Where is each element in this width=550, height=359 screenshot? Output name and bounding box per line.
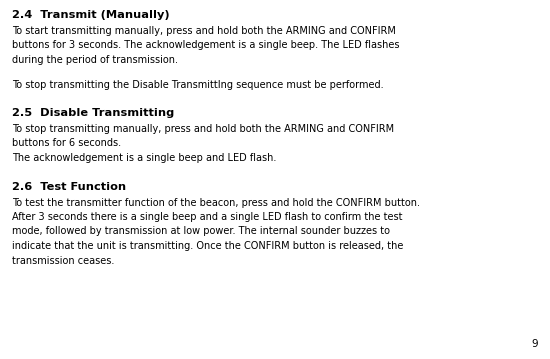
Text: 2.4  Transmit (Manually): 2.4 Transmit (Manually) [12, 10, 169, 20]
Text: transmission ceases.: transmission ceases. [12, 256, 114, 266]
Text: The acknowledgement is a single beep and LED flash.: The acknowledgement is a single beep and… [12, 153, 276, 163]
Text: To start transmitting manually, press and hold both the ARMING and CONFIRM: To start transmitting manually, press an… [12, 26, 396, 36]
Text: To stop transmitting manually, press and hold both the ARMING and CONFIRM: To stop transmitting manually, press and… [12, 124, 394, 134]
Text: buttons for 3 seconds. The acknowledgement is a single beep. The LED flashes: buttons for 3 seconds. The acknowledgeme… [12, 41, 399, 51]
Text: indicate that the unit is transmitting. Once the CONFIRM button is released, the: indicate that the unit is transmitting. … [12, 241, 403, 251]
Text: 2.5  Disable Transmitting: 2.5 Disable Transmitting [12, 108, 174, 118]
Text: mode, followed by transmission at low power. The internal sounder buzzes to: mode, followed by transmission at low po… [12, 227, 390, 237]
Text: To stop transmitting the Disable TransmittIng sequence must be performed.: To stop transmitting the Disable Transmi… [12, 79, 384, 89]
Text: during the period of transmission.: during the period of transmission. [12, 55, 178, 65]
Text: To test the transmitter function of the beacon, press and hold the CONFIRM butto: To test the transmitter function of the … [12, 197, 420, 208]
Text: 2.6  Test Function: 2.6 Test Function [12, 182, 126, 191]
Text: buttons for 6 seconds.: buttons for 6 seconds. [12, 139, 121, 149]
Text: After 3 seconds there is a single beep and a single LED flash to confirm the tes: After 3 seconds there is a single beep a… [12, 212, 403, 222]
Text: 9: 9 [531, 339, 538, 349]
